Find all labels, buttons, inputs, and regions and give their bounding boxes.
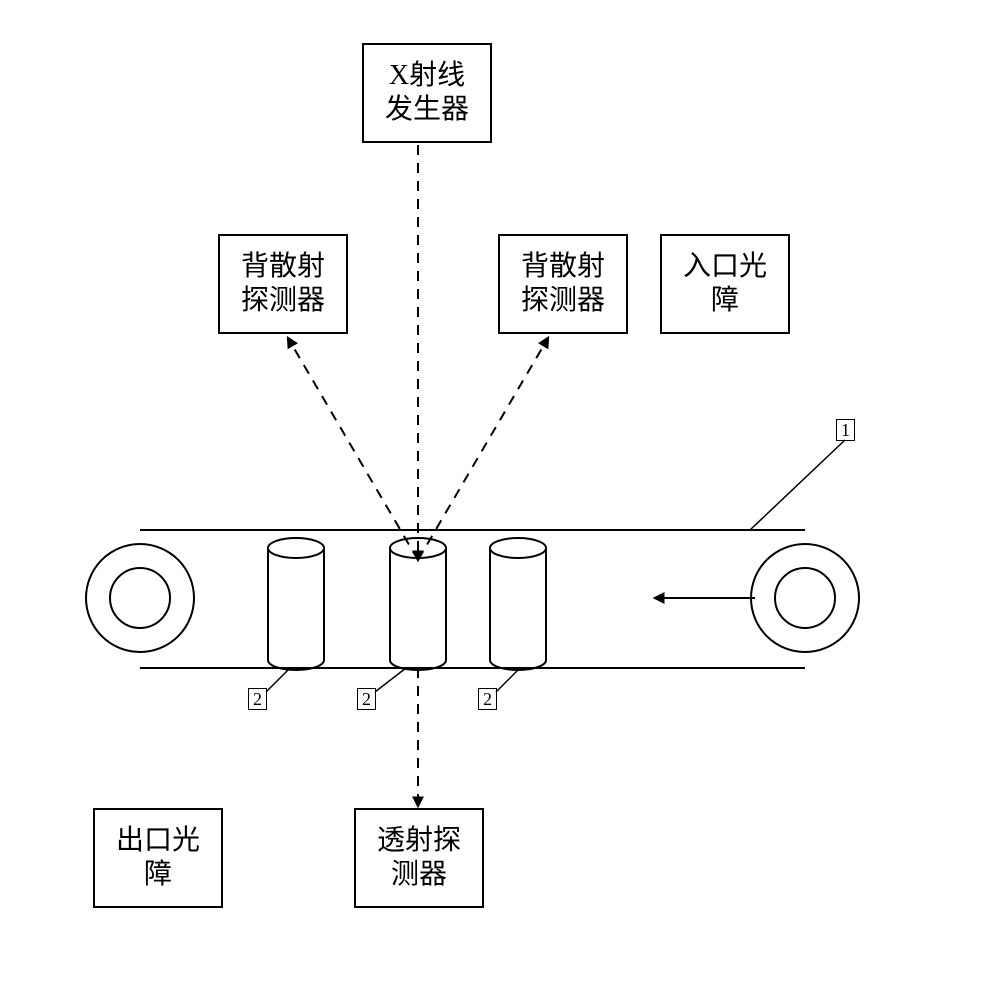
xray-generator-box: X射线 发生器 <box>362 43 492 143</box>
text: 障 <box>683 284 767 318</box>
diagram-canvas: { "boxes": { "xray_generator": { "lines"… <box>0 0 1000 998</box>
entry-barrier-box: 入口光 障 <box>660 234 790 334</box>
backscatter-left-box: 背散射 探测器 <box>218 234 348 334</box>
label-2: 2 <box>248 688 267 710</box>
text: 发生器 <box>385 93 469 127</box>
text: 障 <box>116 858 200 892</box>
text: 测器 <box>377 858 461 892</box>
label-1: 1 <box>836 419 855 441</box>
text: 探测器 <box>521 284 605 318</box>
text: 入口光 <box>683 250 767 284</box>
text: X射线 <box>385 59 469 93</box>
text: 探测器 <box>241 284 325 318</box>
backscatter-right-box: 背散射 探测器 <box>498 234 628 334</box>
text: 背散射 <box>241 250 325 284</box>
label-2: 2 <box>357 688 376 710</box>
text: 出口光 <box>116 824 200 858</box>
text: 背散射 <box>521 250 605 284</box>
exit-barrier-box: 出口光 障 <box>93 808 223 908</box>
label-2: 2 <box>478 688 497 710</box>
transmission-detector-box: 透射探 测器 <box>354 808 484 908</box>
text: 透射探 <box>377 824 461 858</box>
